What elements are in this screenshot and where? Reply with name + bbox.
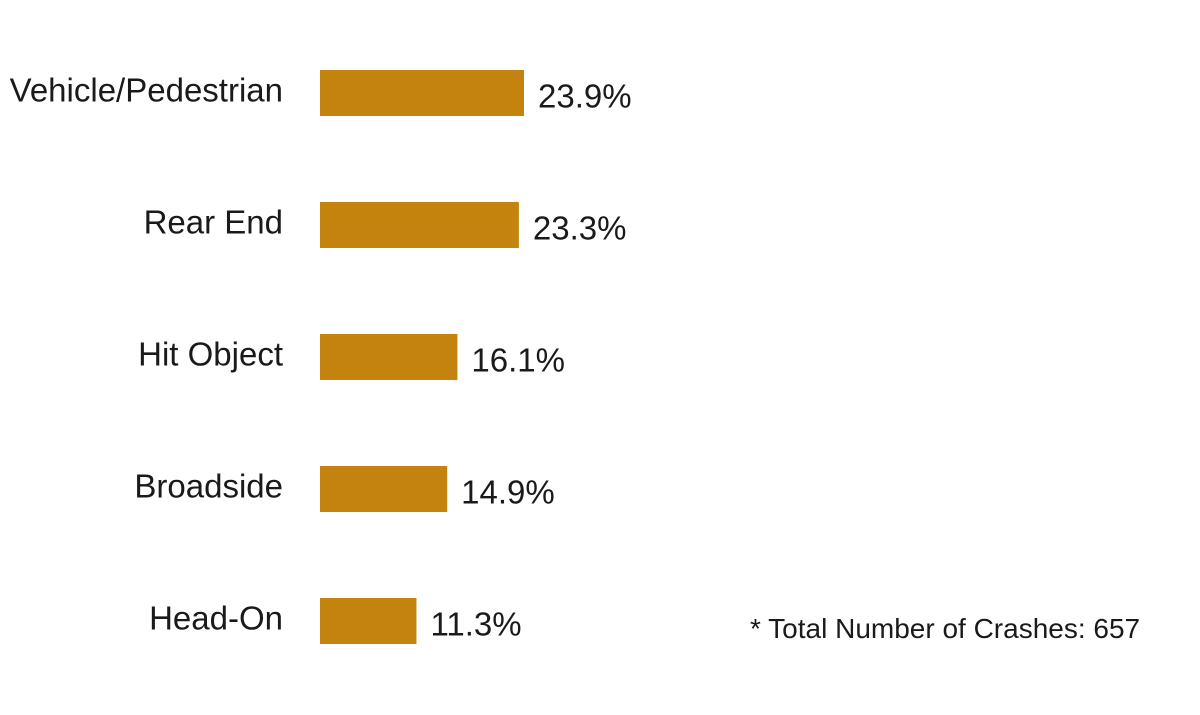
bar-vehicle-pedestrian (320, 70, 524, 116)
category-label-vehicle-pedestrian: Vehicle/Pedestrian (10, 72, 283, 109)
category-label-head-on: Head-On (149, 600, 283, 637)
category-label-rear-end: Rear End (144, 204, 283, 241)
value-label-hit-object: 16.1% (471, 342, 565, 379)
value-label-head-on: 11.3% (430, 606, 521, 643)
value-label-rear-end: 23.3% (533, 210, 627, 247)
value-label-broadside: 14.9% (461, 474, 555, 511)
total-crashes-footnote: * Total Number of Crashes: 657 (750, 613, 1141, 644)
bar-rear-end (320, 202, 519, 248)
bar-hit-object (320, 334, 458, 380)
category-label-broadside: Broadside (134, 468, 283, 505)
category-label-hit-object: Hit Object (138, 336, 283, 373)
value-label-vehicle-pedestrian: 23.9% (538, 78, 632, 115)
bar-head-on (320, 598, 417, 644)
bar-broadside (320, 466, 448, 512)
